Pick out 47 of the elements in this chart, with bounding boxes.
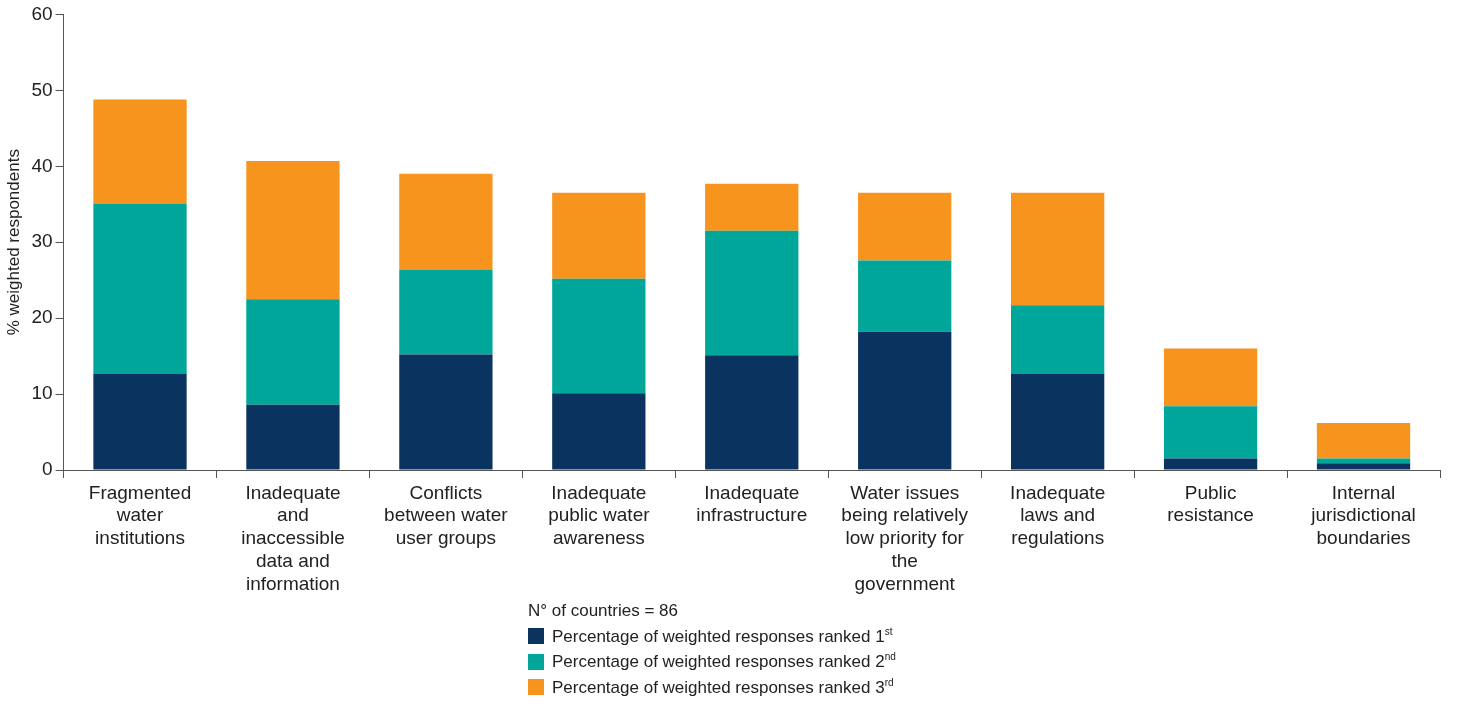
x-tick-label: Inadequate and inaccessible data and information [241, 481, 345, 594]
bar [1316, 422, 1411, 459]
x-tick-label: Inadequate laws and regulations [1010, 481, 1106, 549]
bar [705, 230, 799, 356]
legend-label: Percentage of weighted responses ranked 3$^{rd}$ [552, 676, 894, 698]
x-tick-label: Water issues being relatively low priority for the government [841, 481, 969, 594]
y-tick-label: 60 [31, 2, 53, 24]
x-tick-label: Inadequate infrastructure [696, 481, 808, 526]
bar [399, 354, 493, 470]
bar [93, 203, 187, 374]
x-tick-label: Public resistance [1167, 481, 1254, 526]
y-tick-label: 20 [31, 306, 53, 328]
bar [93, 373, 187, 470]
bar [1163, 458, 1258, 470]
x-tick-label: Inadequate public water awareness [548, 481, 651, 549]
bar [858, 192, 952, 261]
bar [1011, 305, 1105, 374]
bar [93, 99, 187, 204]
bar [552, 192, 646, 279]
y-tick-label: 40 [31, 154, 53, 176]
bar [705, 183, 799, 231]
bar [1011, 192, 1105, 306]
bar [858, 260, 952, 332]
bar [1316, 463, 1411, 470]
y-tick-label: 50 [31, 78, 53, 100]
y-axis-title: % weighted respondents [3, 149, 23, 336]
bar [246, 299, 340, 405]
bar [858, 331, 952, 470]
y-tick-label: 30 [31, 230, 53, 252]
x-tick-label: Internal jurisdictional boundaries [1310, 481, 1416, 549]
bar [399, 173, 493, 270]
x-tick-label: Conflicts between water user groups [384, 481, 509, 549]
bar [705, 355, 799, 470]
legend-label: Percentage of weighted responses ranked 2$^{nd}$ [552, 651, 896, 673]
bar [552, 393, 646, 470]
bar [246, 160, 340, 300]
bar [1163, 406, 1258, 459]
x-tick-label: Fragmented water institutions [88, 481, 192, 549]
legend-label: Percentage of weighted responses ranked 1$^{st}$ [552, 625, 893, 647]
bar [552, 278, 646, 394]
bar [1011, 373, 1105, 470]
bar [1163, 348, 1258, 407]
bar [246, 404, 340, 470]
y-tick-label: 10 [31, 382, 53, 404]
legend-title: N° of countries = 86 [528, 599, 679, 622]
y-tick-label: 0 [41, 458, 53, 480]
bar [399, 269, 493, 355]
